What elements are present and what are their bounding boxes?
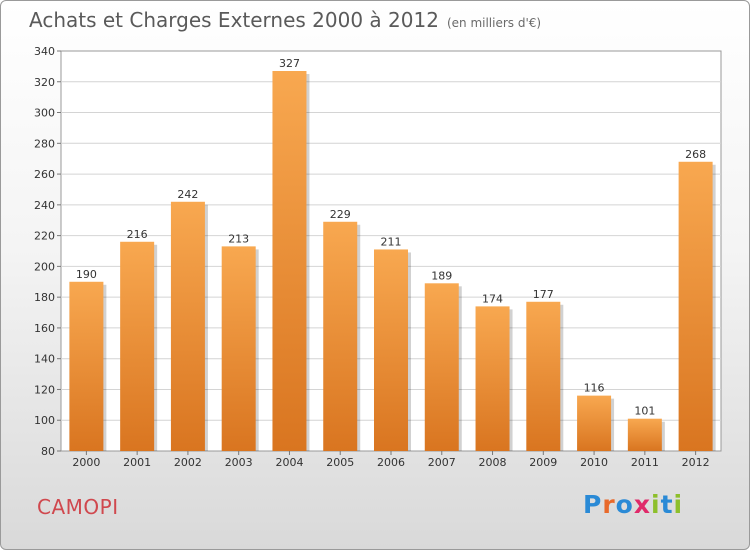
data-label: 211: [381, 235, 402, 248]
x-tick-label: 2006: [377, 456, 405, 469]
logo-letter: i: [673, 490, 684, 519]
bar: [475, 306, 510, 451]
data-label: 216: [127, 228, 148, 241]
data-label: 229: [330, 208, 351, 221]
y-tick-label: 160: [34, 322, 55, 335]
bar: [272, 71, 307, 451]
bar: [577, 395, 612, 451]
logo-letter: i: [651, 490, 661, 519]
x-tick-label: 2007: [428, 456, 456, 469]
logo-letter: r: [602, 490, 616, 519]
logo-letter: t: [660, 490, 674, 519]
bar: [627, 418, 662, 451]
data-label: 190: [76, 268, 97, 281]
y-tick-label: 140: [34, 353, 55, 366]
data-label: 177: [533, 288, 554, 301]
bar: [374, 249, 408, 451]
y-tick-label: 180: [34, 291, 55, 304]
logo-letter: P: [583, 490, 603, 519]
data-label: 327: [279, 57, 300, 70]
bar: [678, 161, 713, 451]
bar: [221, 246, 256, 451]
bar: [424, 283, 459, 451]
y-tick-label: 280: [34, 137, 55, 150]
place-name: CAMOPI: [37, 495, 119, 519]
data-label: 213: [228, 232, 249, 245]
chart-title: Achats et Charges Externes 2000 à 2012 (e…: [29, 8, 541, 32]
x-tick-label: 2012: [682, 456, 710, 469]
bar: [526, 301, 561, 451]
data-label: 268: [685, 148, 706, 161]
proxiti-logo: Proxiti: [583, 490, 683, 519]
data-label: 174: [482, 292, 503, 305]
x-tick-label: 2008: [479, 456, 507, 469]
bar: [323, 221, 358, 451]
chart-unit: (en milliers d'€): [446, 16, 542, 30]
y-tick-label: 340: [34, 45, 55, 58]
x-tick-label: 2003: [225, 456, 253, 469]
y-tick-label: 300: [34, 107, 55, 120]
bar: [170, 201, 205, 451]
x-tick-label: 2000: [72, 456, 100, 469]
y-tick-label: 200: [34, 260, 55, 273]
x-tick-label: 2010: [580, 456, 608, 469]
x-tick-label: 2011: [631, 456, 659, 469]
data-label: 242: [177, 188, 198, 201]
y-tick-label: 120: [34, 383, 55, 396]
x-tick-label: 2002: [174, 456, 202, 469]
x-tick-label: 2004: [275, 456, 303, 469]
logo-letter: x: [633, 490, 651, 519]
data-label: 189: [431, 269, 452, 282]
data-label: 101: [634, 405, 655, 418]
bar: [120, 241, 155, 451]
x-tick-label: 2009: [529, 456, 557, 469]
y-tick-label: 80: [41, 445, 55, 458]
x-tick-label: 2001: [123, 456, 151, 469]
y-tick-label: 240: [34, 199, 55, 212]
bar: [69, 281, 104, 451]
y-tick-label: 220: [34, 230, 55, 243]
chart-title-text: Achats et Charges Externes 2000 à 2012: [29, 8, 439, 32]
x-tick-label: 2005: [326, 456, 354, 469]
data-label: 116: [584, 382, 605, 395]
y-tick-label: 100: [34, 414, 55, 427]
logo-letter: o: [615, 490, 634, 519]
y-tick-label: 320: [34, 76, 55, 89]
y-tick-label: 260: [34, 168, 55, 181]
